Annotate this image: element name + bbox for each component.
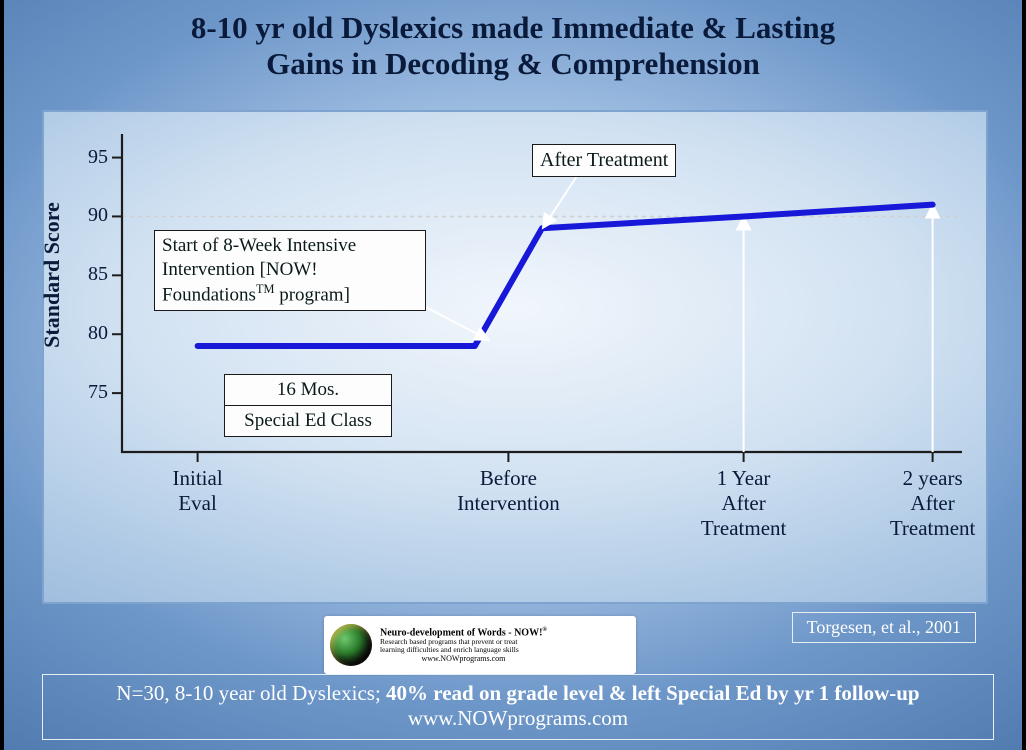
- y-tick-label: 80: [74, 322, 108, 345]
- y-tick-label: 90: [74, 204, 108, 227]
- title-line-2: Gains in Decoding & Comprehension: [4, 46, 1022, 82]
- logo-url: www.NOWprograms.com: [380, 655, 547, 664]
- logo-text: Neuro-development of Words - NOW!® Resea…: [380, 627, 547, 664]
- title-line-1: 8-10 yr old Dyslexics made Immediate & L…: [4, 10, 1022, 46]
- y-axis-label: Standard Score: [39, 175, 65, 375]
- chart-container: Standard Score After Treatment Start of …: [42, 110, 988, 604]
- footer-line-2: www.NOWprograms.com: [47, 706, 989, 731]
- footer-box: N=30, 8-10 year old Dyslexics; 40% read …: [42, 674, 994, 740]
- chart-svg: [44, 112, 986, 602]
- annotation-after-treatment: After Treatment: [532, 144, 676, 177]
- logo-card: Neuro-development of Words - NOW!® Resea…: [324, 616, 636, 674]
- y-tick-label: 75: [74, 381, 108, 404]
- y-tick-label: 85: [74, 263, 108, 286]
- citation-box: Torgesen, et al., 2001: [792, 612, 976, 643]
- x-tick-label: 1 YearAfterTreatment: [664, 466, 824, 541]
- annotation-special-ed: 16 Mos. Special Ed Class: [224, 374, 392, 437]
- brain-icon: [330, 624, 372, 666]
- x-tick-label: 2 yearsAfterTreatment: [853, 466, 1013, 541]
- annotation-intervention: Start of 8-Week Intensive Intervention […: [154, 230, 426, 311]
- slide: 8-10 yr old Dyslexics made Immediate & L…: [4, 0, 1022, 750]
- y-tick-label: 95: [74, 146, 108, 169]
- x-tick-label: InitialEval: [118, 466, 278, 516]
- footer-line-1: N=30, 8-10 year old Dyslexics; 40% read …: [47, 681, 989, 706]
- ylabel-wrap: Standard Score: [34, 112, 74, 442]
- x-tick-label: BeforeIntervention: [428, 466, 588, 516]
- slide-title: 8-10 yr old Dyslexics made Immediate & L…: [4, 10, 1022, 82]
